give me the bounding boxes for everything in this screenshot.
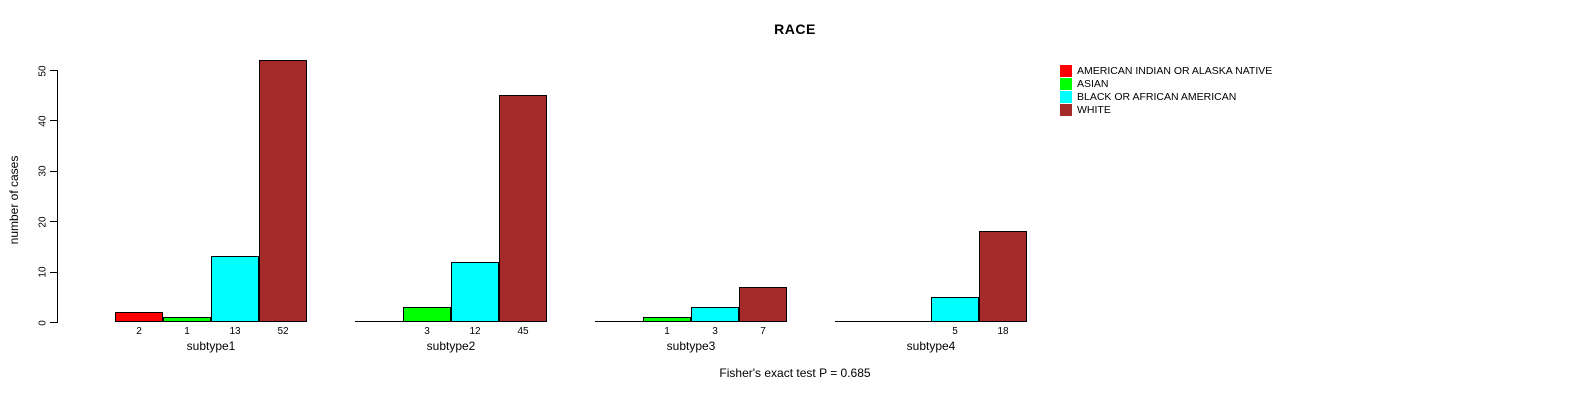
bar xyxy=(211,256,259,322)
bar xyxy=(115,312,163,322)
bar xyxy=(739,287,787,322)
legend-label: BLACK OR AFRICAN AMERICAN xyxy=(1077,90,1237,103)
legend-swatch xyxy=(1060,77,1072,90)
legend-swatch xyxy=(1060,64,1072,77)
bar-zero-line xyxy=(595,321,643,322)
legend-item: WHITE xyxy=(1060,103,1272,116)
bar xyxy=(259,60,307,322)
y-axis-line xyxy=(57,70,58,323)
y-tick-mark xyxy=(50,271,57,273)
bar-zero-line xyxy=(883,321,931,322)
bar-value-label: 1 xyxy=(184,326,190,337)
bar-zero-line xyxy=(835,321,883,322)
bar-value-label: 2 xyxy=(136,326,142,337)
y-tick-mark xyxy=(50,221,57,223)
legend-swatch xyxy=(1060,103,1072,116)
y-tick-mark xyxy=(50,322,57,323)
y-tick-mark xyxy=(50,120,57,122)
bar-zero-line xyxy=(355,321,403,322)
legend-label: ASIAN xyxy=(1077,77,1109,90)
bar-value-label: 3 xyxy=(712,326,718,337)
bar xyxy=(691,307,739,322)
bar xyxy=(451,262,499,322)
legend: AMERICAN INDIAN OR ALASKA NATIVE ASIAN BLA… xyxy=(1060,64,1272,116)
bar xyxy=(499,95,547,322)
legend-label: AMERICAN INDIAN OR ALASKA NATIVE xyxy=(1077,64,1273,77)
legend-swatch xyxy=(1060,90,1072,103)
legend-item: ASIAN xyxy=(1060,77,1272,90)
category-label: subtype2 xyxy=(426,339,476,353)
bar-value-label: 7 xyxy=(760,326,766,337)
chart-title: RACE xyxy=(774,21,816,37)
y-tick-label: 40 xyxy=(37,115,49,127)
y-tick-mark xyxy=(50,170,57,172)
bar-value-label: 5 xyxy=(952,326,958,337)
y-tick-label: 10 xyxy=(37,266,49,278)
bar xyxy=(931,297,979,322)
y-tick-label: 0 xyxy=(37,319,49,326)
bar xyxy=(403,307,451,322)
bar xyxy=(979,231,1027,322)
legend-item: BLACK OR AFRICAN AMERICAN xyxy=(1060,90,1272,103)
bar-value-label: 12 xyxy=(469,326,481,337)
bar-value-label: 45 xyxy=(517,326,529,337)
category-label: subtype3 xyxy=(666,339,716,353)
legend-label: WHITE xyxy=(1077,103,1111,116)
bar xyxy=(163,317,211,322)
bar-value-label: 13 xyxy=(229,326,241,337)
bar-value-label: 1 xyxy=(664,326,670,337)
bar-value-label: 18 xyxy=(997,326,1009,337)
category-label: subtype4 xyxy=(906,339,956,353)
y-tick-label: 50 xyxy=(37,64,49,77)
y-tick-label: 30 xyxy=(37,165,49,177)
category-label: subtype1 xyxy=(186,339,236,353)
y-tick-mark xyxy=(50,70,57,71)
y-tick-label: 20 xyxy=(37,216,49,228)
bar xyxy=(643,317,691,322)
fisher-test-text: Fisher's exact test P = 0.685 xyxy=(719,366,871,380)
legend-item: AMERICAN INDIAN OR ALASKA NATIVE xyxy=(1060,64,1272,77)
bar-value-label: 52 xyxy=(277,326,289,337)
bar-value-label: 3 xyxy=(424,326,430,337)
